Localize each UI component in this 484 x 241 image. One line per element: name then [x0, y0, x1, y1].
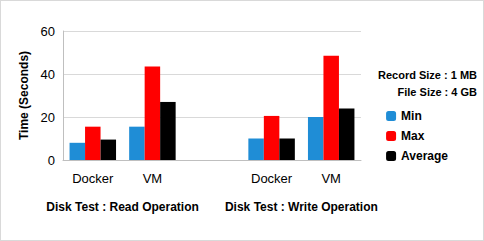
- svg-text:Disk Test : Read Operation: Disk Test : Read Operation: [46, 200, 198, 214]
- svg-text:Docker: Docker: [251, 171, 293, 186]
- svg-text:Docker: Docker: [72, 171, 114, 186]
- svg-text:VM: VM: [321, 171, 341, 186]
- svg-text:20: 20: [41, 110, 55, 125]
- svg-text:VM: VM: [143, 171, 163, 186]
- svg-text:Min: Min: [401, 109, 422, 123]
- svg-text:Record Size : 1 MB: Record Size : 1 MB: [378, 69, 477, 81]
- svg-text:File Size : 4 GB: File Size : 4 GB: [398, 86, 478, 98]
- svg-text:Time (Seconds): Time (Seconds): [17, 51, 31, 140]
- svg-text:Max: Max: [401, 129, 425, 143]
- svg-text:60: 60: [41, 24, 55, 39]
- svg-text:40: 40: [41, 67, 55, 82]
- svg-text:0: 0: [48, 153, 55, 168]
- svg-text:Average: Average: [401, 149, 448, 163]
- svg-text:Disk Test : Write Operation: Disk Test : Write Operation: [225, 200, 378, 214]
